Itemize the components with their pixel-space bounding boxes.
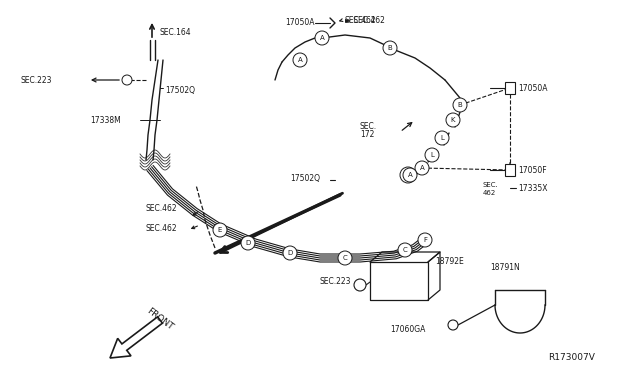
Circle shape (213, 223, 227, 237)
Text: FRONT: FRONT (145, 307, 175, 332)
Text: A: A (298, 57, 302, 63)
Text: B: B (388, 45, 392, 51)
Text: D: D (245, 240, 251, 246)
Text: A: A (319, 35, 324, 41)
Text: 17502Q: 17502Q (165, 86, 195, 94)
Text: SEC.223: SEC.223 (320, 278, 351, 286)
Text: 17502Q: 17502Q (290, 173, 320, 183)
Text: E: E (218, 227, 222, 233)
Text: A: A (420, 165, 424, 171)
Text: C: C (403, 247, 408, 253)
Circle shape (122, 75, 132, 85)
Text: 17338M: 17338M (90, 115, 121, 125)
Text: C: C (342, 255, 348, 261)
Circle shape (403, 168, 417, 182)
Bar (505, 82, 515, 94)
Circle shape (315, 31, 329, 45)
Circle shape (354, 279, 366, 291)
Circle shape (415, 161, 429, 175)
Text: SEC.: SEC. (360, 122, 377, 131)
Text: F: F (423, 237, 427, 243)
Circle shape (383, 41, 397, 55)
Text: SEC.: SEC. (483, 182, 499, 188)
Text: 17050F: 17050F (518, 166, 547, 174)
Circle shape (338, 251, 352, 265)
Text: 17050A: 17050A (285, 17, 314, 26)
Circle shape (400, 167, 416, 183)
Text: 18792E: 18792E (435, 257, 464, 266)
Circle shape (453, 98, 467, 112)
Circle shape (283, 246, 297, 260)
Text: L: L (430, 152, 434, 158)
FancyArrow shape (110, 317, 163, 358)
Text: A: A (408, 172, 412, 178)
Circle shape (293, 53, 307, 67)
Text: SEC.223: SEC.223 (20, 76, 51, 84)
Text: R173007V: R173007V (548, 353, 595, 362)
Text: D: D (287, 250, 292, 256)
Text: SEC.462: SEC.462 (145, 203, 177, 212)
Circle shape (418, 233, 432, 247)
Text: 17335X: 17335X (518, 183, 547, 192)
Text: 17060GA: 17060GA (390, 326, 426, 334)
Text: B: B (458, 102, 462, 108)
Text: 18791N: 18791N (490, 263, 520, 273)
Text: ► SEC.462: ► SEC.462 (345, 16, 385, 25)
Circle shape (398, 243, 412, 257)
Text: SEC.462: SEC.462 (145, 224, 177, 232)
Text: SEC.164: SEC.164 (160, 28, 191, 36)
Text: 462: 462 (483, 190, 496, 196)
Circle shape (448, 320, 458, 330)
Text: SEC.462: SEC.462 (345, 16, 376, 25)
Text: L: L (440, 135, 444, 141)
Bar (505, 164, 515, 176)
Text: K: K (451, 117, 455, 123)
Circle shape (425, 148, 439, 162)
Circle shape (446, 113, 460, 127)
Text: 17050A: 17050A (518, 83, 547, 93)
Circle shape (241, 236, 255, 250)
Circle shape (435, 131, 449, 145)
Text: 172: 172 (360, 129, 374, 138)
